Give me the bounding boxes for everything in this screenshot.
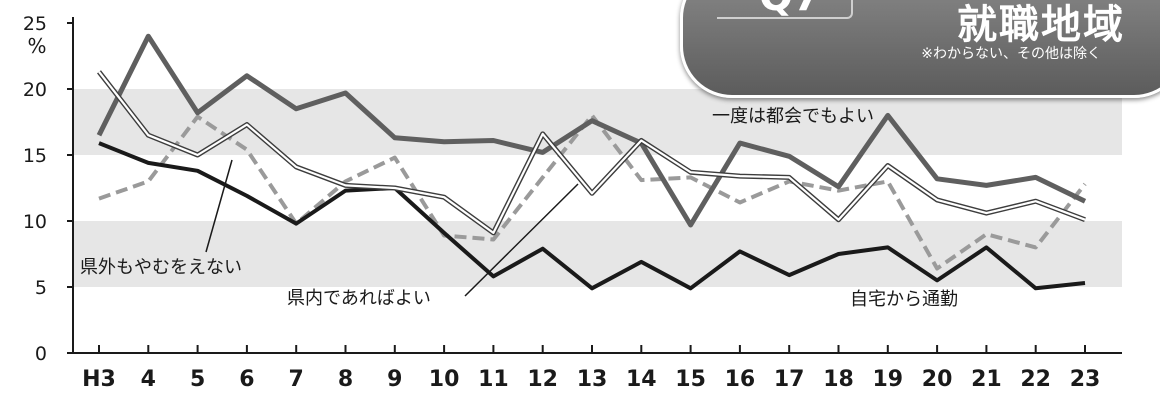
series-3 (98, 141, 1086, 291)
x-tick-label-17: 17 (774, 367, 805, 392)
series-label-2: 県外もやむをえない (80, 257, 242, 278)
series-1 (97, 70, 1086, 236)
series-label-0: 一度は都会でもよい (712, 106, 874, 127)
series-line-inner (98, 71, 1086, 234)
y-tick-label-15: 15 (23, 145, 47, 167)
y-tick-label-0: 0 (35, 343, 47, 365)
x-tick-label-10: 10 (429, 367, 460, 392)
title-panel: Q7 就職地域 ※わからない、その他は除く (680, 0, 1160, 98)
y-axis-unit: % (27, 34, 46, 58)
series-label-3: 自宅から通勤 (850, 289, 958, 310)
y-tick-label-5: 5 (35, 277, 47, 299)
x-tick-label-H3: H3 (82, 367, 116, 392)
question-tab: Q7 (717, 0, 853, 19)
x-tick-label-9: 9 (387, 367, 402, 392)
x-tick-label-20: 20 (922, 367, 953, 392)
x-tick-label-6: 6 (239, 367, 254, 392)
x-tick-label-15: 15 (675, 367, 706, 392)
x-tick-label-12: 12 (527, 367, 558, 392)
x-tick-label-5: 5 (190, 367, 205, 392)
x-tick-label-13: 13 (577, 367, 608, 392)
x-tick-label-18: 18 (823, 367, 854, 392)
series-line (98, 113, 1087, 271)
leader-line-2 (205, 159, 233, 253)
leader-line-1 (464, 183, 579, 297)
x-tick-label-7: 7 (289, 367, 304, 392)
chart-title: 就職地域 (957, 2, 1125, 48)
question-number: Q7 (759, 0, 821, 17)
chart-note: ※わからない、その他は除く (921, 46, 1101, 62)
series-label-1: 県内であればよい (287, 288, 431, 309)
y-tick-label-25: 25 (23, 13, 47, 35)
series-line (98, 141, 1086, 291)
series-2 (98, 113, 1087, 271)
x-tick-label-16: 16 (725, 367, 756, 392)
x-tick-label-19: 19 (872, 367, 903, 392)
x-tick-label-4: 4 (141, 367, 156, 392)
x-tick-label-23: 23 (1070, 367, 1101, 392)
x-tick-label-22: 22 (1020, 367, 1051, 392)
x-tick-label-8: 8 (338, 367, 353, 392)
series-0 (96, 33, 1087, 228)
y-tick-label-10: 10 (23, 211, 47, 233)
x-tick-label-11: 11 (478, 367, 509, 392)
y-tick-label-20: 20 (23, 79, 47, 101)
x-tick-label-21: 21 (971, 367, 1002, 392)
x-tick-label-14: 14 (626, 367, 657, 392)
series-line (96, 33, 1087, 228)
